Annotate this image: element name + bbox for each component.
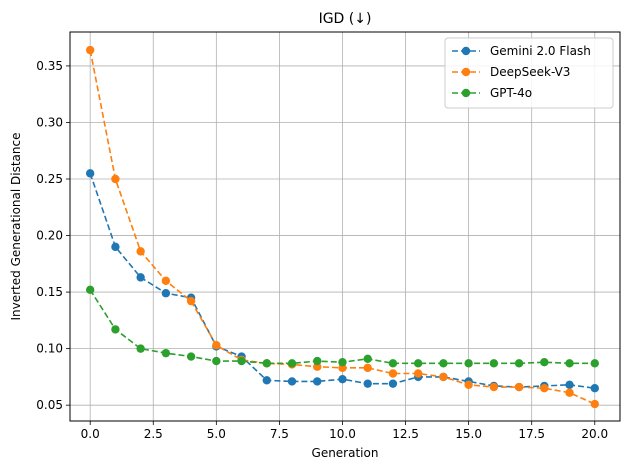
y-tick-label: 0.35	[36, 59, 63, 73]
y-tick-label: 0.15	[36, 285, 63, 299]
chart-title: IGD (↓)	[319, 11, 372, 27]
data-point-gemini-2-0-flash	[136, 273, 145, 282]
data-point-gpt-4o	[363, 354, 372, 364]
data-point-gpt-4o	[464, 359, 473, 368]
data-point-deepseek-v3	[413, 369, 423, 378]
data-point-gemini-2-0-flash	[111, 242, 120, 252]
x-tick-label: 10.0	[329, 427, 356, 441]
legend-item-deepseek-v3: DeepSeek-V3	[452, 65, 570, 79]
data-point-gemini-2-0-flash	[565, 380, 574, 390]
data-point-deepseek-v3	[590, 399, 599, 409]
x-axis: 0.0 2.5 5.0 7.5 10.0 12.5 15.0 17.5 20.0	[81, 421, 608, 441]
data-point-gemini-2-0-flash	[338, 374, 347, 384]
data-point-gpt-4o	[161, 348, 171, 358]
y-tick-label: 0.05	[36, 398, 63, 412]
data-point-gpt-4o	[413, 359, 423, 368]
series-gpt-4o	[85, 285, 599, 368]
y-tick-label: 0.30	[36, 115, 63, 129]
data-point-deepseek-v3	[111, 174, 120, 184]
y-tick-label: 0.25	[36, 172, 63, 186]
data-point-gemini-2-0-flash	[262, 376, 271, 385]
data-point-deepseek-v3	[186, 296, 196, 306]
data-point-gpt-4o	[565, 359, 574, 368]
data-point-gpt-4o	[287, 359, 297, 368]
legend-label-gemini-2-0-flash: Gemini 2.0 Flash	[490, 44, 591, 58]
data-point-gemini-2-0-flash	[590, 384, 599, 393]
y-axis-label: Inverted Generational Distance	[9, 133, 23, 321]
legend-box	[444, 37, 614, 109]
series-layer	[85, 45, 599, 409]
legend-item-gemini-2-0-flash: Gemini 2.0 Flash	[452, 44, 591, 58]
data-point-deepseek-v3	[363, 363, 372, 373]
data-point-gpt-4o	[186, 352, 196, 361]
y-tick-label: 0.10	[36, 342, 63, 356]
plot-frame	[69, 31, 621, 422]
data-point-gemini-2-0-flash	[85, 169, 95, 178]
data-point-gpt-4o	[237, 356, 246, 366]
data-point-deepseek-v3	[161, 276, 171, 285]
data-point-deepseek-v3	[540, 384, 549, 393]
x-tick-label: 7.5	[270, 427, 289, 441]
data-point-gemini-2-0-flash	[388, 379, 398, 388]
data-point-deepseek-v3	[439, 372, 448, 382]
data-point-deepseek-v3	[565, 388, 574, 397]
data-point-gpt-4o	[540, 357, 549, 367]
data-point-gpt-4o	[439, 359, 448, 368]
data-point-gpt-4o	[388, 359, 398, 368]
data-point-gpt-4o	[111, 325, 120, 334]
data-point-deepseek-v3	[464, 380, 473, 390]
data-point-gpt-4o	[212, 356, 221, 366]
data-point-gpt-4o	[489, 359, 499, 368]
x-tick-label: 2.5	[144, 427, 163, 441]
legend-label-gpt-4o: GPT-4o	[490, 86, 532, 100]
data-point-deepseek-v3	[514, 382, 524, 392]
data-point-deepseek-v3	[388, 369, 398, 378]
data-point-gpt-4o	[262, 359, 271, 368]
data-point-gemini-2-0-flash	[287, 377, 297, 386]
legend-item-gpt-4o: GPT-4o	[452, 86, 532, 100]
legend-marker-gemini-2-0-flash	[461, 46, 471, 56]
x-axis-label: Generation	[312, 446, 379, 460]
data-point-deepseek-v3	[85, 45, 95, 55]
data-point-gpt-4o	[338, 357, 347, 367]
grid-lines	[70, 32, 620, 421]
x-tick-label: 5.0	[207, 427, 226, 441]
data-point-gpt-4o	[85, 285, 95, 295]
legend-label-deepseek-v3: DeepSeek-V3	[490, 65, 570, 79]
data-point-gpt-4o	[514, 359, 524, 368]
data-point-deepseek-v3	[489, 382, 499, 392]
x-tick-label: 0.0	[81, 427, 100, 441]
legend-marker-gpt-4o	[461, 88, 471, 98]
y-axis: 0.05 0.10 0.15 0.20 0.25 0.30 0.35	[36, 59, 70, 412]
x-tick-label: 15.0	[455, 427, 482, 441]
data-point-gemini-2-0-flash	[363, 379, 372, 388]
data-point-deepseek-v3	[212, 341, 221, 350]
legend-marker-deepseek-v3	[461, 67, 471, 77]
legend: Gemini 2.0 Flash DeepSeek-V3 GPT-4o	[444, 37, 614, 109]
data-point-gemini-2-0-flash	[313, 377, 322, 386]
data-point-gpt-4o	[313, 356, 322, 366]
data-point-gpt-4o	[136, 344, 145, 353]
x-tick-label: 17.5	[518, 427, 545, 441]
y-tick-label: 0.20	[36, 229, 63, 243]
x-tick-label: 12.5	[392, 427, 419, 441]
data-point-gemini-2-0-flash	[161, 289, 171, 298]
x-tick-label: 20.0	[581, 427, 608, 441]
data-point-deepseek-v3	[136, 247, 145, 256]
data-point-gpt-4o	[590, 359, 599, 368]
